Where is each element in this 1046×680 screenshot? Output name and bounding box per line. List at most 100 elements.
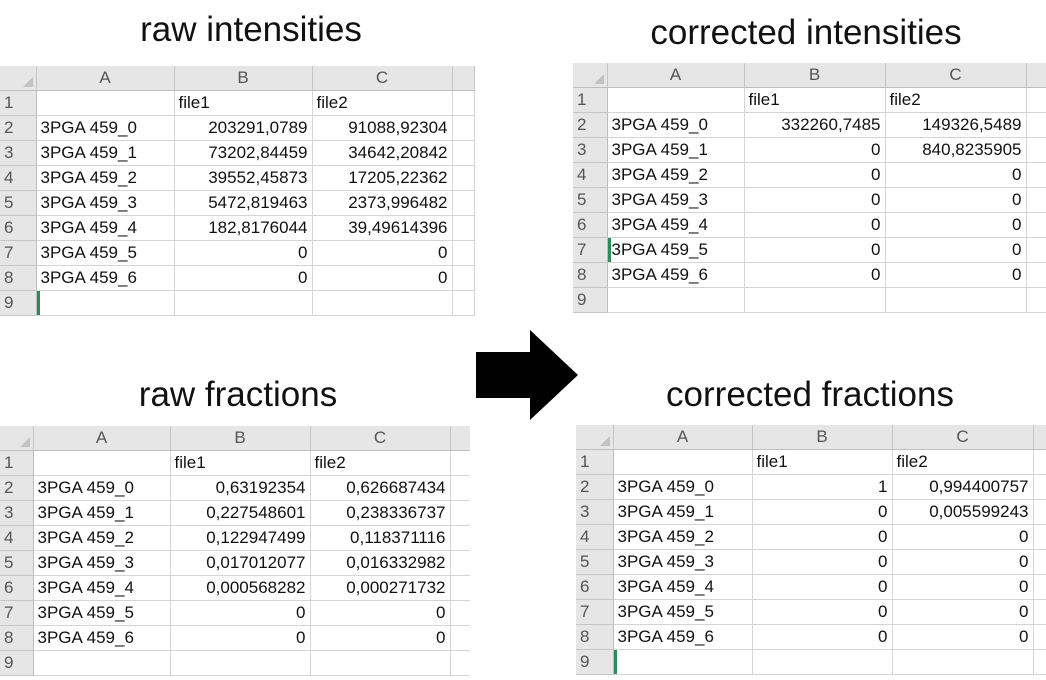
empty-cell[interactable]: [452, 290, 475, 316]
value-cell[interactable]: 0,63192354: [170, 475, 311, 501]
empty-cell[interactable]: [450, 525, 470, 551]
value-cell[interactable]: 0: [752, 499, 893, 525]
empty-cell[interactable]: [450, 550, 470, 576]
column-header-c[interactable]: C: [310, 426, 451, 451]
row-label-cell[interactable]: 3PGA 459_3: [613, 549, 753, 575]
row-label-cell[interactable]: 3PGA 459_3: [607, 187, 745, 213]
row-label-cell[interactable]: 3PGA 459_4: [36, 215, 175, 241]
row-header[interactable]: 9: [576, 649, 614, 675]
value-cell[interactable]: 0: [174, 240, 313, 266]
row-label-cell[interactable]: 3PGA 459_2: [33, 525, 171, 551]
row-label-cell[interactable]: 3PGA 459_6: [613, 624, 753, 650]
header-cell[interactable]: file2: [885, 87, 1027, 113]
header-cell[interactable]: [607, 87, 745, 113]
empty-cell[interactable]: [450, 600, 470, 626]
row-header[interactable]: 1: [0, 90, 37, 116]
row-label-cell[interactable]: 3PGA 459_5: [33, 600, 171, 626]
empty-cell[interactable]: [33, 650, 171, 676]
row-header[interactable]: 1: [576, 449, 614, 475]
row-header[interactable]: 1: [573, 87, 608, 113]
row-label-cell[interactable]: 3PGA 459_5: [36, 240, 175, 266]
row-header[interactable]: 1: [0, 450, 34, 476]
column-header-empty[interactable]: [452, 66, 475, 91]
header-cell[interactable]: [33, 450, 171, 476]
row-label-cell[interactable]: 3PGA 459_6: [36, 265, 175, 291]
row-header[interactable]: 6: [0, 575, 34, 601]
value-cell[interactable]: 1: [752, 474, 893, 500]
empty-cell[interactable]: [450, 625, 470, 651]
empty-cell[interactable]: [1026, 187, 1046, 213]
empty-cell[interactable]: [170, 650, 311, 676]
row-header[interactable]: 4: [0, 165, 37, 191]
empty-cell[interactable]: [310, 650, 451, 676]
value-cell[interactable]: 149326,5489: [885, 112, 1027, 138]
column-header-c[interactable]: C: [885, 63, 1027, 88]
value-cell[interactable]: 0: [310, 600, 451, 626]
value-cell[interactable]: 0: [892, 549, 1034, 575]
value-cell[interactable]: 203291,0789: [174, 115, 313, 141]
row-label-cell[interactable]: 3PGA 459_1: [607, 137, 745, 163]
value-cell[interactable]: 39,49614396: [312, 215, 453, 241]
empty-cell[interactable]: [1033, 549, 1046, 575]
row-label-cell[interactable]: 3PGA 459_0: [607, 112, 745, 138]
column-header-b[interactable]: B: [174, 66, 313, 91]
value-cell[interactable]: 0: [312, 265, 453, 291]
value-cell[interactable]: 0,238336737: [310, 500, 451, 526]
row-header[interactable]: 2: [0, 475, 34, 501]
value-cell[interactable]: 0: [752, 524, 893, 550]
value-cell[interactable]: 0,626687434: [310, 475, 451, 501]
empty-cell[interactable]: [452, 215, 475, 241]
row-label-cell[interactable]: 3PGA 459_4: [613, 574, 753, 600]
value-cell[interactable]: 0: [892, 599, 1034, 625]
column-header-b[interactable]: B: [744, 63, 886, 88]
row-label-cell[interactable]: 3PGA 459_5: [613, 599, 753, 625]
row-header[interactable]: 5: [0, 550, 34, 576]
column-header-a[interactable]: A: [607, 63, 745, 88]
value-cell[interactable]: 0,016332982: [310, 550, 451, 576]
value-cell[interactable]: 332260,7485: [744, 112, 886, 138]
empty-cell[interactable]: [312, 290, 453, 316]
empty-cell[interactable]: [613, 649, 753, 675]
row-header[interactable]: 7: [0, 240, 37, 266]
select-all-corner[interactable]: [573, 63, 608, 88]
empty-cell[interactable]: [1033, 474, 1046, 500]
empty-cell[interactable]: [452, 140, 475, 166]
value-cell[interactable]: 0: [752, 599, 893, 625]
empty-cell[interactable]: [450, 500, 470, 526]
row-label-cell[interactable]: 3PGA 459_2: [613, 524, 753, 550]
row-header[interactable]: 7: [573, 237, 608, 263]
empty-cell[interactable]: [885, 287, 1027, 313]
select-all-corner[interactable]: [0, 426, 34, 451]
header-cell[interactable]: file1: [174, 90, 313, 116]
row-header[interactable]: 8: [0, 265, 37, 291]
empty-cell[interactable]: [1026, 162, 1046, 188]
empty-cell[interactable]: [1026, 112, 1046, 138]
value-cell[interactable]: 840,8235905: [885, 137, 1027, 163]
row-header[interactable]: 5: [0, 190, 37, 216]
value-cell[interactable]: 0: [744, 187, 886, 213]
value-cell[interactable]: 2373,996482: [312, 190, 453, 216]
row-header[interactable]: 2: [576, 474, 614, 500]
empty-cell[interactable]: [1026, 262, 1046, 288]
column-header-a[interactable]: A: [36, 66, 175, 91]
row-label-cell[interactable]: 3PGA 459_1: [33, 500, 171, 526]
header-cell[interactable]: file1: [744, 87, 886, 113]
empty-cell[interactable]: [450, 575, 470, 601]
value-cell[interactable]: 0: [744, 212, 886, 238]
value-cell[interactable]: 0: [752, 624, 893, 650]
row-header[interactable]: 9: [0, 650, 34, 676]
row-header[interactable]: 3: [576, 499, 614, 525]
column-header-empty[interactable]: [1033, 425, 1046, 450]
header-cell[interactable]: file2: [892, 449, 1034, 475]
value-cell[interactable]: 0: [174, 265, 313, 291]
value-cell[interactable]: 0,118371116: [310, 525, 451, 551]
row-label-cell[interactable]: 3PGA 459_0: [613, 474, 753, 500]
empty-cell[interactable]: [1033, 499, 1046, 525]
value-cell[interactable]: 0: [885, 262, 1027, 288]
row-header[interactable]: 3: [573, 137, 608, 163]
row-label-cell[interactable]: 3PGA 459_6: [607, 262, 745, 288]
empty-cell[interactable]: [1033, 624, 1046, 650]
value-cell[interactable]: 0: [885, 237, 1027, 263]
value-cell[interactable]: 0,017012077: [170, 550, 311, 576]
row-label-cell[interactable]: 3PGA 459_2: [607, 162, 745, 188]
